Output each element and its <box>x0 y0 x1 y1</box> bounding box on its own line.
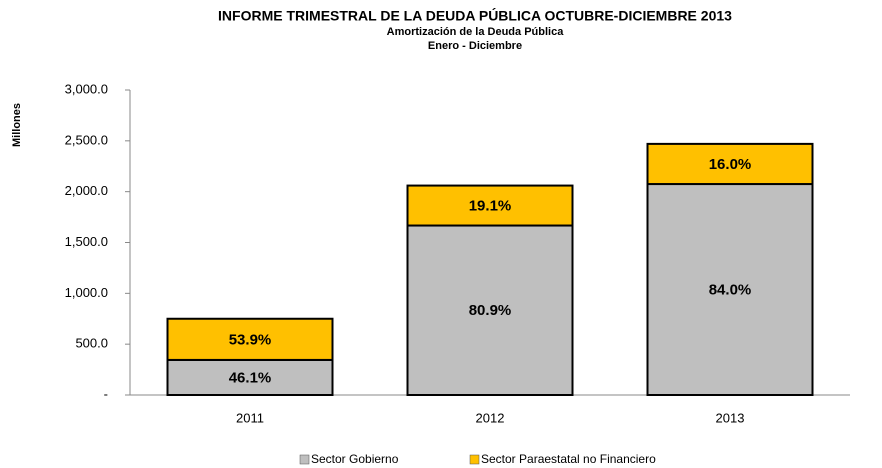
data-label: 19.1% <box>469 198 512 215</box>
bar-segment <box>646 183 814 396</box>
y-tick-label: 1,500.0 <box>65 234 108 249</box>
x-tick-label: 2012 <box>476 410 505 425</box>
data-label: 46.1% <box>229 369 272 386</box>
data-label: 53.9% <box>229 331 272 348</box>
y-tick-label: 2,500.0 <box>65 132 108 147</box>
x-tick-label: 2013 <box>716 410 745 425</box>
data-label: 84.0% <box>709 281 752 298</box>
y-tick-label: 2,000.0 <box>65 183 108 198</box>
legend-label: Sector Gobierno <box>311 452 399 466</box>
chart-title: INFORME TRIMESTRAL DE LA DEUDA PÚBLICA O… <box>218 7 732 24</box>
legend-swatch <box>469 454 480 465</box>
legend-swatch <box>299 454 310 465</box>
y-tick-label: 3,000.0 <box>65 81 108 96</box>
data-label: 16.0% <box>709 156 752 173</box>
chart-subtitle: Enero - Diciembre <box>428 40 522 52</box>
bar-segment <box>406 224 574 396</box>
data-label: 80.9% <box>469 302 512 319</box>
bar-segment <box>406 184 574 227</box>
chart-subtitle: Amortización de la Deuda Pública <box>387 26 565 38</box>
bar-segment <box>646 142 814 186</box>
bar-segment <box>166 317 334 361</box>
y-tick-label: 500.0 <box>75 336 108 351</box>
legend-label: Sector Paraestatal no Financiero <box>481 452 656 466</box>
y-tick-label: - <box>104 386 108 401</box>
x-tick-label: 2011 <box>236 410 264 425</box>
y-tick-label: 1,000.0 <box>65 285 108 300</box>
y-axis-label: Millones <box>11 103 23 147</box>
